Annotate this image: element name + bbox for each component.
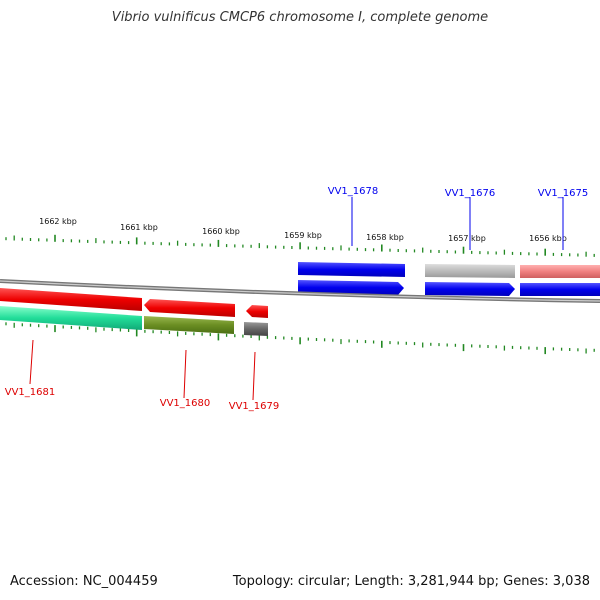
gene-arrow-vv1-1675[interactable] <box>520 283 600 296</box>
gene-arrow-vv1-1676[interactable] <box>425 282 515 296</box>
leader-line <box>252 351 256 401</box>
scale-label: 1657 kbp <box>448 234 486 243</box>
map-title: Vibrio vulnificus CMCP6 chromosome I, co… <box>111 10 489 25</box>
gene-arrow-vv1-1678[interactable] <box>298 280 404 295</box>
feature-block-pink[interactable] <box>520 265 600 278</box>
feature-block-blue[interactable] <box>298 262 405 277</box>
gene-arrow-vv1-1681[interactable] <box>0 288 142 311</box>
feature-block-gray[interactable] <box>425 264 515 278</box>
scale-label: 1661 kbp <box>120 223 158 232</box>
scale-label: 1658 kbp <box>366 233 404 242</box>
scale-label: 1656 kbp <box>529 234 567 243</box>
feature-block-olive[interactable] <box>144 316 234 334</box>
gene-arrow-vv1-1680[interactable] <box>144 299 235 317</box>
outer-tick-ring <box>5 234 595 257</box>
gene-label-vv1-1680[interactable]: VV1_1680 <box>160 398 211 409</box>
scale-label: 1662 kbp <box>39 217 77 226</box>
gene-arrow-vv1-1679[interactable] <box>246 305 268 318</box>
scale-label: 1660 kbp <box>202 227 240 236</box>
gene-label-vv1-1675[interactable]: VV1_1675 <box>538 188 589 199</box>
inner-tick-ring <box>5 322 595 355</box>
gene-label-vv1-1676[interactable]: VV1_1676 <box>445 188 496 199</box>
leader-line <box>29 339 34 385</box>
genome-summary-text: Topology: circular; Length: 3,281,944 bp… <box>232 574 590 589</box>
accession-text: Accession: NC_004459 <box>10 574 158 589</box>
leader-line <box>183 349 187 399</box>
gene-label-vv1-1681[interactable]: VV1_1681 <box>5 387 56 398</box>
feature-block-teal[interactable] <box>0 306 142 330</box>
scale-label: 1659 kbp <box>284 231 322 240</box>
gene-label-vv1-1679[interactable]: VV1_1679 <box>229 401 280 412</box>
feature-block-dark-gray[interactable] <box>244 322 268 336</box>
gene-label-vv1-1678[interactable]: VV1_1678 <box>328 186 379 197</box>
